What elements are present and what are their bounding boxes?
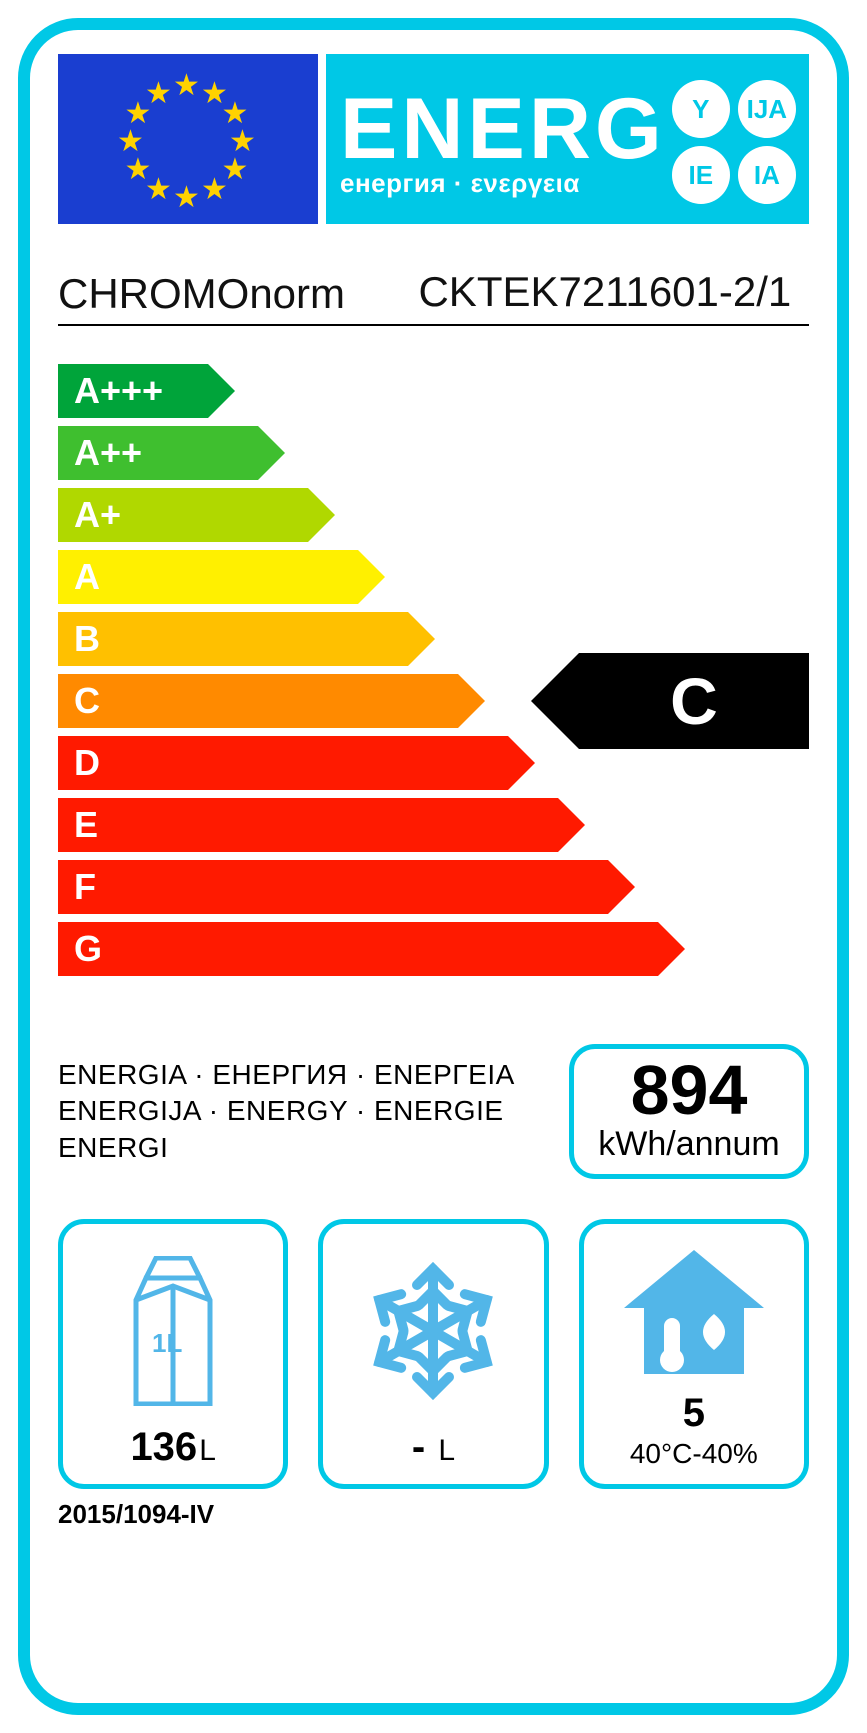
snowflake-icon [331,1236,535,1425]
fridge-volume-value: 136L [130,1425,215,1470]
energy-word-line: ENERGIJA · ENERGY · ENERGIE [58,1093,515,1129]
efficiency-arrow: A++ [58,426,258,480]
header-suffix-pill: IE [672,146,730,204]
efficiency-class-label: G [74,928,102,970]
efficiency-arrow: C [58,674,458,728]
energy-word-line: ENERGIA · ЕНЕРГИЯ · ΕΝΕΡΓΕΙΑ [58,1057,515,1093]
efficiency-row: A++ [58,426,258,480]
efficiency-arrow: D [58,736,508,790]
energy-label-card: ★★★★★★★★★★★★ ENERG енергия · ενεργεια YI… [18,18,849,1715]
consumption-unit: kWh/annum [592,1125,786,1164]
energy-title-block: ENERG енергия · ενεργεια YIJAIEIA [326,54,809,224]
header-title: ENERG [340,89,666,171]
efficiency-class-label: F [74,866,96,908]
fridge-volume-box: 1L 136L [58,1219,288,1489]
energy-word-line: ENERGI [58,1130,515,1166]
efficiency-arrow: A [58,550,358,604]
eu-flag-icon: ★★★★★★★★★★★★ [58,54,318,224]
efficiency-class-label: C [74,680,100,722]
model-text: CKTEK7211601-2/1 [418,270,809,318]
eu-star-icon: ★ [145,76,172,111]
energy-section: ENERGIA · ЕНЕРГИЯ · ΕΝΕΡΓΕΙΑENERGIJA · E… [58,1044,809,1179]
efficiency-arrow: A+++ [58,364,208,418]
brand-model-row: CHROMOnorm CKTEK7211601-2/1 [58,270,809,326]
regulation-text: 2015/1094-IV [58,1499,809,1530]
efficiency-scale: C A+++A++A+ABCDEFG [58,364,809,1004]
climate-class-box: 5 40°C-40% [579,1219,809,1489]
efficiency-class-label: E [74,804,98,846]
freezer-volume-value: - L [412,1425,455,1470]
efficiency-arrow: A+ [58,488,308,542]
rating-letter: C [670,663,718,739]
efficiency-class-label: D [74,742,100,784]
efficiency-row: E [58,798,558,852]
efficiency-arrow: B [58,612,408,666]
header-suffix-pill: Y [672,80,730,138]
milk-carton-icon: 1L [71,1236,275,1425]
consumption-box: 894 kWh/annum [569,1044,809,1179]
efficiency-class-label: B [74,618,100,660]
efficiency-row: F [58,860,608,914]
house-climate-icon [592,1236,796,1391]
icon-row: 1L 136L [58,1219,809,1489]
efficiency-row: D [58,736,508,790]
header-suffix-grid: YIJAIEIA [672,80,796,204]
efficiency-arrow: E [58,798,558,852]
eu-star-icon: ★ [173,180,200,215]
efficiency-class-label: A++ [74,432,142,474]
efficiency-class-label: A+++ [74,370,163,412]
energy-word-list: ENERGIA · ЕНЕРГИЯ · ΕΝΕΡΓΕΙΑENERGIJA · E… [58,1057,515,1166]
efficiency-class-label: A [74,556,100,598]
freezer-volume-box: - L [318,1219,548,1489]
climate-class-sub: 40°C-40% [630,1438,758,1470]
consumption-value: 894 [592,1055,786,1125]
energy-title-text: ENERG енергия · ενεργεια [340,89,666,195]
efficiency-row: G [58,922,658,976]
header-suffix-pill: IJA [738,80,796,138]
rating-marker: C [579,653,809,749]
eu-star-icon: ★ [173,68,200,103]
climate-class-value: 5 [683,1391,705,1436]
efficiency-class-label: A+ [74,494,121,536]
efficiency-row: A+ [58,488,308,542]
brand-text: CHROMOnorm [58,270,418,318]
eu-star-icon: ★ [201,172,228,207]
efficiency-row: A+++ [58,364,208,418]
efficiency-arrow: F [58,860,608,914]
efficiency-row: A [58,550,358,604]
carton-label: 1L [152,1328,182,1358]
efficiency-row: B [58,612,408,666]
efficiency-arrow: G [58,922,658,976]
header-suffix-pill: IA [738,146,796,204]
efficiency-row: C [58,674,458,728]
header: ★★★★★★★★★★★★ ENERG енергия · ενεργεια YI… [58,54,809,224]
